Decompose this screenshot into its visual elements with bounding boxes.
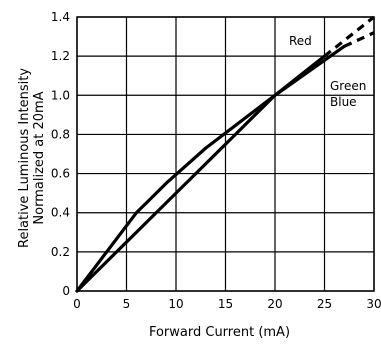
y-tick-label: 1.0 <box>51 88 70 102</box>
series-name-label: Green Blue <box>330 79 366 109</box>
series-dashed-extension <box>343 31 375 48</box>
series-name-label: Red <box>289 34 312 48</box>
y-axis-label-line: Normalized at 20mA <box>32 91 47 224</box>
y-tick-label: 0.4 <box>51 206 70 220</box>
y-axis-label-line: Relative Luminous Intensity <box>17 68 32 248</box>
series-dashed-extension <box>323 15 375 58</box>
x-tick-label: 5 <box>123 297 131 311</box>
y-tick-label: 0.6 <box>51 167 70 181</box>
y-tick-label: 1.4 <box>51 10 70 24</box>
y-tick-label: 1.2 <box>51 49 70 63</box>
series-name-label-line: Red <box>289 34 312 48</box>
x-tick-label: 25 <box>317 297 332 311</box>
x-axis-label: Forward Current (mA) <box>149 325 290 340</box>
y-tick-label: 0 <box>62 284 70 298</box>
y-tick-label: 0.8 <box>51 127 70 141</box>
x-tick-label: 30 <box>366 297 381 311</box>
y-axis-label: Relative Luminous IntensityNormalized at… <box>17 68 47 248</box>
x-tick-label: 20 <box>267 297 282 311</box>
x-tick-label: 15 <box>218 297 233 311</box>
x-tick-label: 10 <box>168 297 183 311</box>
series-line <box>75 44 346 293</box>
y-tick-label: 0.2 <box>51 245 70 259</box>
series-name-label-line: Blue <box>330 95 357 109</box>
series-name-label-line: Green <box>330 79 366 93</box>
x-tick-label: 0 <box>73 297 81 311</box>
plot-frame <box>76 16 375 292</box>
